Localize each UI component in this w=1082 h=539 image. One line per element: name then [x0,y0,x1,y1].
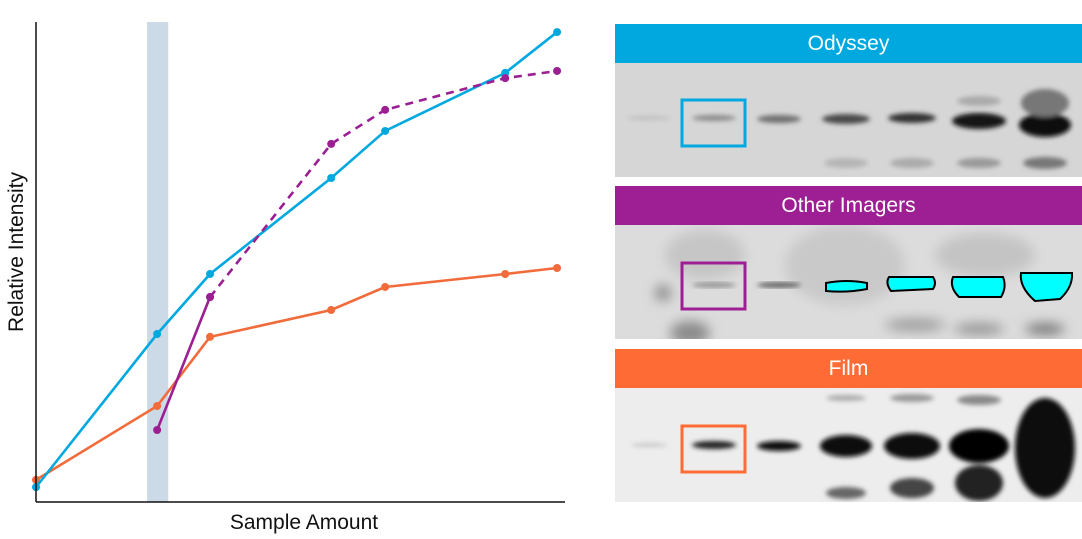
other-imagers-linear-line [155,296,212,431]
other-imagers-saturated-point [206,293,215,302]
highlight-band [147,22,169,502]
other-imagers-title: Other Imagers [781,193,916,217]
other-imagers-saturated-line [209,69,558,298]
line-chart: Sample Amount Relative Intensity [5,22,565,534]
odyssey-blot-image [615,63,1082,177]
odyssey-header: Odyssey [615,24,1082,63]
other-imagers-saturated-point [327,139,336,148]
x-axis-title: Sample Amount [230,511,378,534]
film-point [327,306,336,314]
other-imagers-saturated-point [553,66,562,75]
other-imagers-header: Other Imagers [615,186,1082,225]
y-axis-title: Relative Intensity [5,172,28,332]
film-point [381,282,390,291]
odyssey-point [553,28,562,37]
odyssey-title: Odyssey [807,31,890,55]
other-imagers-highlight-box [680,261,747,311]
odyssey-point [327,174,336,182]
film-point [501,270,510,278]
film-blot-image [615,388,1082,502]
other-imagers-linear-point [153,426,162,434]
film-line [35,266,558,482]
film-highlight-box [680,424,747,474]
film-point [553,264,562,272]
other-imagers-blot-image [615,225,1082,339]
film-point [206,332,215,341]
other-imagers-saturated-point [381,105,390,114]
odyssey-point [381,126,390,135]
film-point [153,402,162,410]
film-header: Film [615,349,1082,388]
odyssey-highlight-box [680,98,747,148]
odyssey-point [206,270,215,278]
film-title: Film [828,356,869,380]
odyssey-line [34,31,558,488]
odyssey-point [153,330,162,338]
other-imagers-saturated-point [501,74,510,83]
